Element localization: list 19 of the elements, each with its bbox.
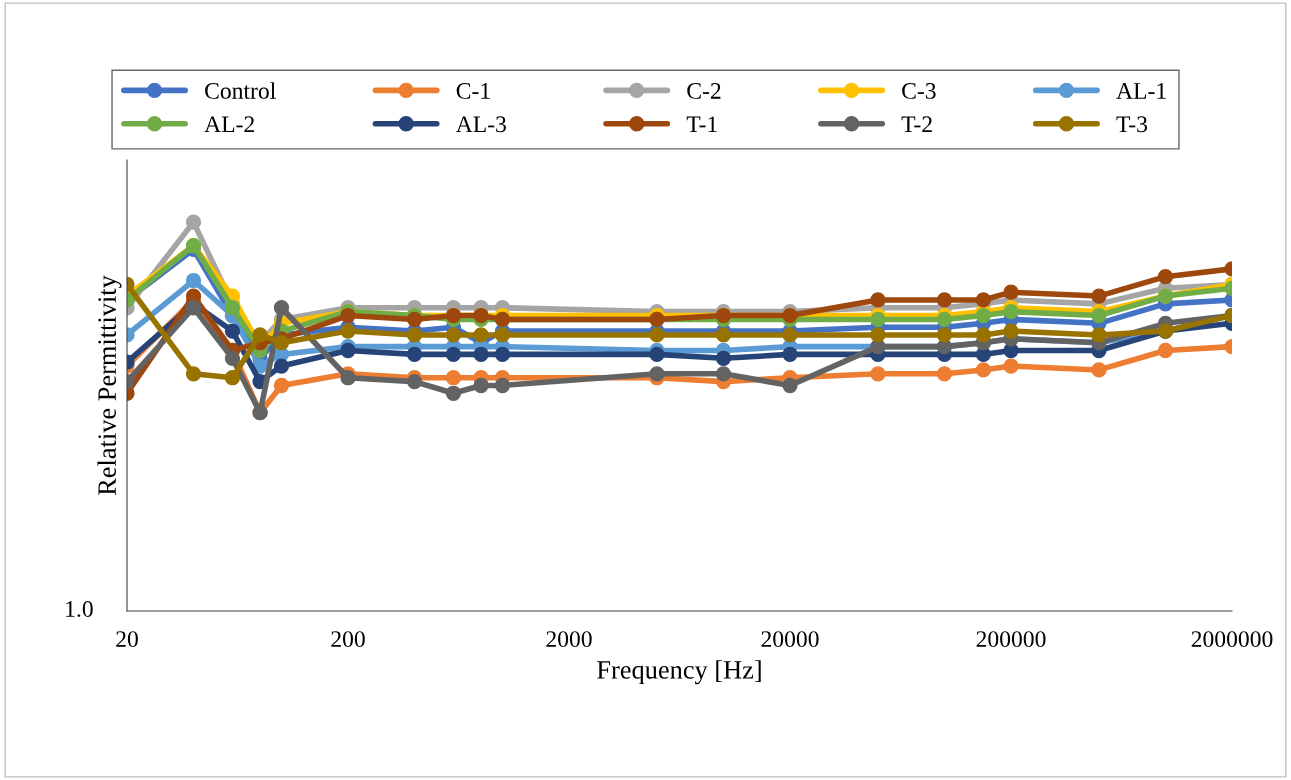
legend-label: C-3 <box>902 83 936 99</box>
legend-label: C-2 <box>687 83 721 99</box>
legend-label: C-1 <box>456 83 490 99</box>
legend-label: AL-2 <box>204 116 254 132</box>
x-tick-label: 200000 <box>976 631 1046 648</box>
x-axis-title: Frequency [Hz] <box>597 660 761 685</box>
x-tick-label: 20 <box>116 631 138 648</box>
y-axis-title: Relative Permittivity <box>97 275 122 496</box>
legend-label: AL-3 <box>455 116 506 133</box>
legend-label: T-3 <box>1116 116 1148 133</box>
legend-label: Control <box>205 82 276 99</box>
legend-label: T-1 <box>686 116 717 132</box>
legend-label: T-2 <box>901 116 932 132</box>
x-tick-label: 20000 <box>761 631 819 648</box>
x-tick-label: 2000000 <box>1191 631 1273 648</box>
x-tick-label: 200 <box>331 631 365 648</box>
legend-label: AL-1 <box>1116 83 1166 99</box>
text: 1.0 <box>66 600 93 618</box>
x-tick-label: 2000 <box>546 631 592 648</box>
